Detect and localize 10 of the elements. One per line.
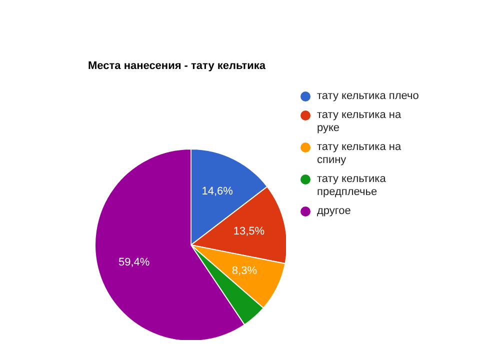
chart-title: Места нанесения - тату кельтика (88, 60, 266, 72)
data-label: 8,3% (232, 265, 258, 278)
legend-label: тату кельтика плечо (317, 90, 419, 103)
legend-label: тату кельтика предплечье (317, 173, 387, 199)
legend-label: тату кельтика на спину (317, 141, 402, 167)
data-label: 14,6% (202, 186, 234, 198)
legend-label: тату кельтика на руке (317, 109, 402, 135)
data-label: 13,5% (233, 225, 265, 238)
data-label: 59,4% (118, 256, 150, 268)
legend-label: другое (317, 205, 351, 218)
